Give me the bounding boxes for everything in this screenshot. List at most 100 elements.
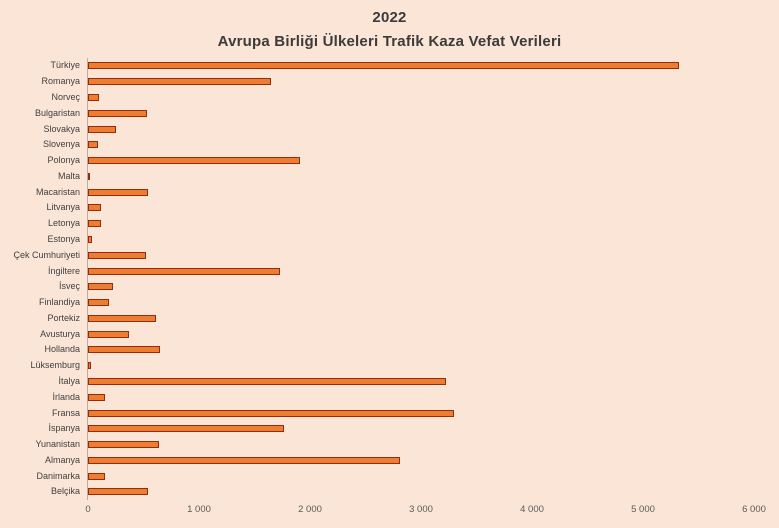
bar-row: Polonya [0, 152, 760, 169]
category-label: Norveç [51, 91, 80, 102]
category-label: Yunanistan [35, 439, 80, 450]
bar-track [87, 436, 760, 453]
bar-track [87, 247, 760, 264]
bar [88, 78, 271, 86]
bar [88, 425, 284, 433]
category-label: Estonya [47, 233, 80, 244]
bar [88, 299, 110, 307]
bar-row: Lüksemburg [0, 357, 760, 374]
bar [88, 141, 98, 149]
category-label: Lüksemburg [30, 360, 80, 371]
category-label: İrlanda [52, 391, 80, 402]
bar [88, 441, 160, 449]
category-label: Macaristan [35, 186, 80, 197]
bar [88, 393, 106, 401]
bar [88, 378, 447, 386]
category-label: İtalya [58, 376, 80, 387]
bar-track [87, 389, 760, 406]
bar-track [87, 405, 760, 421]
bar-row: Bulgaristan [0, 105, 760, 122]
category-label: Türkiye [50, 60, 80, 71]
bar-row: Danimarka [0, 468, 760, 485]
bar [88, 283, 113, 291]
bar [88, 267, 280, 275]
x-tick-label: 6 000 [742, 504, 766, 515]
bar-row: Portekiz [0, 310, 760, 327]
bar [88, 314, 156, 322]
bar-track [87, 357, 760, 374]
category-label: Slovenya [42, 139, 80, 150]
category-label: Avusturya [40, 328, 80, 339]
category-label: Malta [57, 170, 80, 181]
bar-row: Hollanda [0, 342, 760, 358]
bar [88, 125, 117, 133]
category-label: Çek Cumhuriyeti [13, 249, 80, 260]
bar-row: Slovakya [0, 121, 760, 137]
bar-row: Belçika [0, 484, 760, 500]
bar-row: Slovenya [0, 136, 760, 153]
bar-track [87, 58, 760, 74]
bar-track [87, 121, 760, 137]
bar-row: İtalya [0, 373, 760, 390]
bar-row: Litvanya [0, 200, 760, 216]
bar-track [87, 73, 760, 90]
x-tick-label: 0 [85, 504, 91, 515]
category-label: Slovakya [43, 123, 80, 134]
category-label: İspanya [48, 423, 80, 434]
x-tick-label: 4 000 [520, 504, 544, 515]
category-label: Finlandiya [38, 297, 80, 308]
bar-row: Avusturya [0, 326, 760, 343]
bar [88, 220, 101, 228]
bar-track [87, 468, 760, 485]
bar-row: Türkiye [0, 58, 760, 74]
category-label: Bulgaristan [34, 107, 80, 118]
bar-track [87, 326, 760, 343]
bar [88, 409, 454, 417]
category-label: Belçika [50, 486, 80, 497]
chart-subtitle: Avrupa Birliği Ülkeleri Trafik Kaza Vefa… [217, 33, 562, 50]
bar-row: Almanya [0, 452, 760, 469]
bar-track [87, 105, 760, 122]
bar-track [87, 373, 760, 390]
category-label: Polonya [47, 155, 80, 166]
bar [88, 235, 93, 243]
bar-track [87, 263, 760, 279]
bar-track [87, 89, 760, 106]
bar-track [87, 231, 760, 248]
bar [88, 157, 301, 165]
bar-track [87, 168, 760, 185]
category-label: Fransa [51, 407, 80, 418]
bar [88, 62, 680, 70]
x-tick-label: 2 000 [298, 504, 322, 515]
bar [88, 488, 149, 496]
bar [88, 251, 147, 259]
bar-row: Fransa [0, 405, 760, 421]
category-label: Almanya [44, 454, 80, 465]
bar-row: İspanya [0, 420, 760, 437]
bar-track [87, 310, 760, 327]
category-label: Letonya [47, 218, 80, 229]
plot-area: Türkiye Romanya Norveç Bulgaristan Slovakya S… [0, 58, 760, 500]
bar [88, 472, 106, 480]
bar-track [87, 294, 760, 311]
bar-row: Estonya [0, 231, 760, 248]
bar-row: Finlandiya [0, 294, 760, 311]
bar-row: Macaristan [0, 184, 760, 201]
chart-title: 2022 [372, 9, 407, 26]
bar-track [87, 152, 760, 169]
bar-row: İsveç [0, 278, 760, 295]
bar [88, 93, 99, 101]
bar [88, 172, 91, 180]
bar-track [87, 420, 760, 437]
bar-row: Norveç [0, 89, 760, 106]
x-axis: 0 1 000 2 000 3 000 4 000 5 000 6 000 [85, 504, 766, 518]
x-tick-label: 3 000 [409, 504, 433, 515]
x-tick-label: 1 000 [187, 504, 211, 515]
bar-track [87, 215, 760, 232]
bar-track [87, 452, 760, 469]
bar-row: Çek Cumhuriyeti [0, 247, 760, 264]
bar-row: Romanya [0, 73, 760, 90]
category-label: Portekiz [47, 312, 80, 323]
bar [88, 346, 160, 354]
